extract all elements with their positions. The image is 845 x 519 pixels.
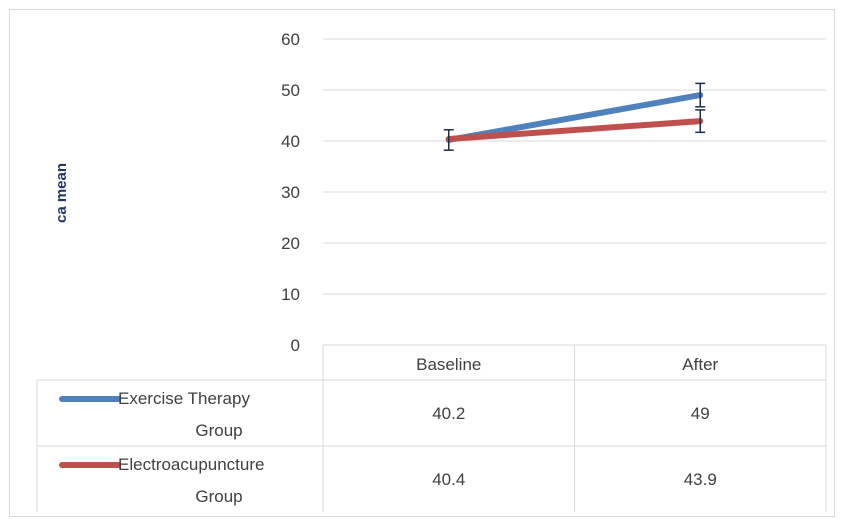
legend-label: Electroacupuncture <box>118 455 264 474</box>
category-label: After <box>682 355 718 374</box>
y-tick-label: 40 <box>281 132 300 151</box>
table-value: 49 <box>691 404 710 423</box>
y-tick-label: 60 <box>281 30 300 49</box>
category-label: Baseline <box>416 355 481 374</box>
series-line <box>445 118 704 142</box>
table-value: 43.9 <box>684 470 717 489</box>
y-tick-label: 20 <box>281 234 300 253</box>
y-tick-label: 50 <box>281 81 300 100</box>
y-tick-label: 10 <box>281 285 300 304</box>
data-table: Baseline After Exercise Therapy Group 40.2 49… <box>36 344 827 512</box>
gridlines <box>323 38 826 295</box>
y-tick-label: 30 <box>281 183 300 202</box>
series-line <box>445 92 704 143</box>
legend-label: Group <box>195 421 242 440</box>
y-axis-label: ca mean <box>53 163 70 223</box>
y-axis-ticks: 0 10 20 30 40 50 60 <box>281 30 300 355</box>
table-value: 40.2 <box>432 404 465 423</box>
y-tick-label: 0 <box>291 336 300 355</box>
legend-label: Group <box>195 487 242 506</box>
table-value: 40.4 <box>432 470 465 489</box>
error-bars <box>443 82 706 151</box>
chart-frame <box>9 9 835 517</box>
series-lines <box>445 92 704 143</box>
legend-label: Exercise Therapy <box>118 389 250 408</box>
